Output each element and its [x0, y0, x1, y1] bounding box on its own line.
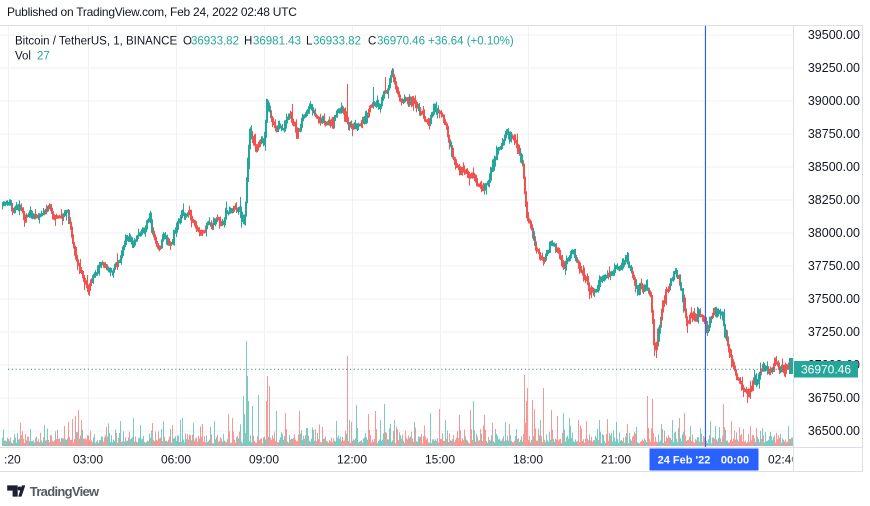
- svg-text:38250.00: 38250.00: [808, 193, 860, 207]
- svg-text:02:40: 02:40: [768, 453, 798, 467]
- svg-text:27: 27: [37, 51, 50, 63]
- svg-text:09:00: 09:00: [249, 453, 279, 467]
- svg-text:39500.00: 39500.00: [808, 28, 860, 42]
- svg-text:C: C: [368, 36, 376, 48]
- svg-text:39250.00: 39250.00: [808, 61, 860, 75]
- svg-text::20: :20: [4, 453, 21, 467]
- svg-text:24 Feb '22: 24 Feb '22: [658, 455, 711, 467]
- svg-text:39000.00: 39000.00: [808, 94, 860, 108]
- svg-text:03:00: 03:00: [73, 453, 103, 467]
- svg-text:36970.46: 36970.46: [377, 36, 425, 48]
- svg-text:O: O: [183, 36, 192, 48]
- svg-text:00:00: 00:00: [721, 455, 749, 467]
- svg-text:21:00: 21:00: [601, 453, 631, 467]
- svg-text:Published on TradingView.com,: Published on TradingView.com, Feb 24, 20…: [7, 5, 297, 19]
- svg-text:38750.00: 38750.00: [808, 127, 860, 141]
- svg-text:12:00: 12:00: [337, 453, 367, 467]
- svg-text:38500.00: 38500.00: [808, 160, 860, 174]
- svg-text:38000.00: 38000.00: [808, 226, 860, 240]
- svg-text:36970.46: 36970.46: [801, 362, 851, 376]
- svg-text:37750.00: 37750.00: [808, 259, 860, 273]
- svg-text:36500.00: 36500.00: [808, 424, 860, 438]
- svg-text:37250.00: 37250.00: [808, 325, 860, 339]
- svg-text:36750.00: 36750.00: [808, 391, 860, 405]
- svg-text:36933.82: 36933.82: [313, 36, 361, 48]
- svg-text:Vol: Vol: [15, 51, 31, 63]
- svg-text:15:00: 15:00: [425, 453, 455, 467]
- svg-text:37500.00: 37500.00: [808, 292, 860, 306]
- svg-text:+36.64 (+0.10%): +36.64 (+0.10%): [428, 36, 514, 48]
- svg-text:L: L: [306, 36, 313, 48]
- svg-text:Bitcoin / TetherUS, 1, BINANCE: Bitcoin / TetherUS, 1, BINANCE: [15, 36, 177, 48]
- svg-text:36933.82: 36933.82: [191, 36, 239, 48]
- svg-text:06:00: 06:00: [161, 453, 191, 467]
- svg-text:TradingView: TradingView: [30, 484, 100, 499]
- svg-text:18:00: 18:00: [513, 453, 543, 467]
- svg-text:36981.43: 36981.43: [253, 36, 301, 48]
- svg-text:H: H: [244, 36, 252, 48]
